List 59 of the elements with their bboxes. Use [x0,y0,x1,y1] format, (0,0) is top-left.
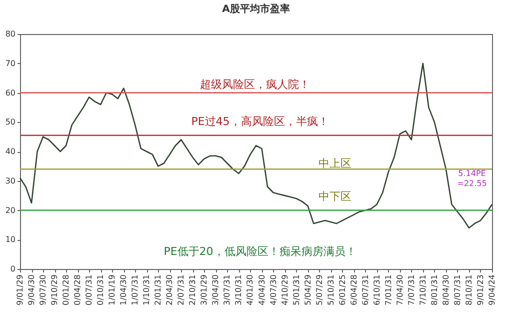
x-tick-label: 6/01/25 [338,274,347,306]
annotation: 超级风险区，疯人院！ [200,78,310,91]
x-tick-label: 5/07/29 [314,274,324,306]
x-tick-label: 1/07/31 [130,274,140,306]
y-tick-label: 50 [5,118,16,127]
annotation: 中上区 [318,157,352,170]
x-tick-label: 9/04/24 [488,274,496,306]
x-tick-label: 7/01/31 [384,274,393,306]
annotation: 中下区 [318,190,352,203]
x-tick-label: 8/07/31 [452,274,462,306]
x-tick-label: 1/04/30 [119,274,128,306]
x-tick-label: 8/10/31 [464,274,474,306]
annotation: PE低于20，低风险区！痴呆病房满员！ [164,245,356,258]
x-tick-label: 9/01/29 [16,274,24,306]
x-tick-label: 4/04/30 [257,274,266,306]
x-tick-label: 0/07/31 [84,274,94,306]
x-tick-label: 1/01/19 [108,274,117,306]
chart-title: A股平均市盈率 [222,3,290,15]
x-tick-label: 3/04/30 [211,274,220,306]
x-tick-label: 7/07/31 [406,274,416,306]
x-tick-label: 5/04/29 [303,274,312,306]
x-tick-label: 3/10/31 [234,274,244,306]
x-tick-label: 3/01/29 [200,274,209,306]
x-tick-label: 0/04/28 [73,274,82,306]
x-tick-label: 0/01/28 [62,274,71,306]
x-tick-label: 9/01/23 [476,274,485,306]
x-tick-label: 4/07/30 [268,274,278,306]
x-tick-label: 0/10/31 [96,274,106,306]
y-tick-label: 30 [5,176,16,186]
x-tick-label: 2/10/31 [188,274,198,306]
x-tick-label: 9/10/29 [50,274,60,306]
x-tick-label: 7/10/31 [418,274,428,306]
y-tick-label: 20 [5,206,16,215]
x-tick-label: 8/04/30 [441,274,450,306]
annotation: 5.14PE =22.55 [457,169,487,188]
x-tick-label: 2/04/30 [165,274,174,306]
x-tick-label: 8/01/31 [430,274,439,306]
x-tick-label: 9/04/30 [27,274,36,306]
x-tick-label: 2/07/31 [176,274,186,306]
x-tick-label: 3/07/31 [222,274,232,306]
x-tick-label: 1/10/31 [142,274,152,306]
y-tick-label: 10 [5,235,16,244]
y-tick-label: 0 [10,264,16,274]
annotation: PE过45，高风险区，半疯！ [191,115,329,128]
y-tick-label: 60 [5,88,16,98]
x-tick-label: 6/10/31 [372,274,382,306]
y-tick-label: 40 [5,147,16,156]
x-tick-label: 2/01/31 [154,274,163,306]
x-tick-label: 6/04/28 [349,274,358,306]
y-tick-label: 70 [5,58,16,68]
x-tick-label: 4/10/29 [280,274,290,306]
x-tick-label: 6/07/31 [360,274,370,306]
x-tick-label: 4/01/30 [246,274,255,306]
y-tick-label: 80 [5,30,16,38]
x-tick-label: 5/01/31 [292,274,301,306]
x-tick-label: 9/07/30 [38,274,48,306]
line-series [19,62,493,229]
x-tick-label: 5/10/31 [326,274,336,306]
x-tick-label: 7/04/30 [395,274,404,306]
